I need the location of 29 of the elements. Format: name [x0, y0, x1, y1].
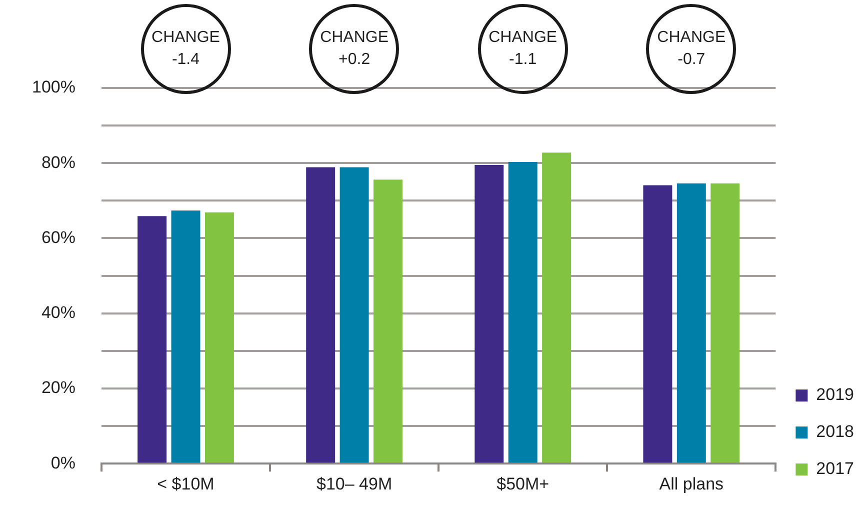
circle-outline: CHANGE +0.2: [309, 4, 400, 94]
x-tick-label: $10– 49M: [316, 474, 392, 494]
y-tick-label: 100%: [32, 78, 76, 97]
bar: [204, 212, 234, 463]
bar: [710, 183, 740, 463]
y-tick-label: 80%: [41, 152, 76, 172]
legend-label: 2018: [816, 422, 854, 442]
bar: [676, 183, 706, 463]
y-tick-label: 0%: [50, 453, 76, 472]
x-tick-label: $50M+: [496, 474, 550, 494]
circle-outline: CHANGE -1.4: [140, 4, 231, 94]
bar: [508, 162, 538, 463]
circle-outline: CHANGE -1.1: [478, 4, 568, 94]
bar: [340, 167, 369, 463]
bar: [138, 216, 167, 463]
bar: [643, 185, 672, 463]
y-tick-label: 40%: [41, 303, 76, 322]
bar: [171, 210, 200, 463]
circle-outline: CHANGE -0.7: [646, 4, 736, 94]
bar: [374, 180, 403, 463]
x-tick-label: < $10M: [157, 474, 214, 494]
legend-label: 2017: [816, 459, 854, 478]
y-tick-label: 60%: [41, 228, 76, 247]
bar: [542, 152, 572, 463]
bar: [306, 167, 336, 463]
y-tick-label: 20%: [41, 378, 76, 398]
x-tick-label: All plans: [659, 474, 724, 494]
bar: [474, 165, 504, 463]
legend-label: 2019: [816, 385, 854, 404]
